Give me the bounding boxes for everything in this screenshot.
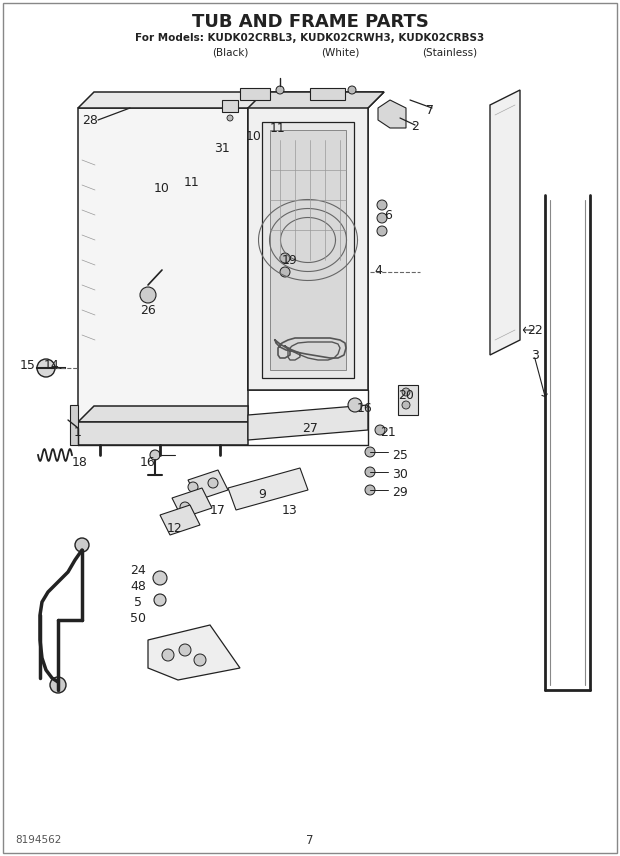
Circle shape — [348, 86, 356, 94]
Polygon shape — [240, 88, 270, 100]
Text: 25: 25 — [392, 449, 408, 461]
Circle shape — [365, 447, 375, 457]
Circle shape — [179, 644, 191, 656]
Text: (White): (White) — [321, 47, 359, 57]
Text: 20: 20 — [398, 389, 414, 401]
Circle shape — [402, 388, 410, 396]
Polygon shape — [148, 625, 240, 680]
Text: 6: 6 — [384, 209, 392, 222]
Circle shape — [377, 213, 387, 223]
Text: 16: 16 — [140, 455, 156, 468]
Text: 12: 12 — [167, 521, 183, 534]
Polygon shape — [490, 90, 520, 355]
Circle shape — [208, 478, 218, 488]
Text: 5: 5 — [134, 596, 142, 609]
Polygon shape — [78, 406, 248, 422]
Text: 26: 26 — [140, 304, 156, 317]
Text: 3: 3 — [531, 348, 539, 361]
Circle shape — [227, 115, 233, 121]
Circle shape — [377, 226, 387, 236]
Text: 27: 27 — [302, 421, 318, 435]
Text: (Stainless): (Stainless) — [422, 47, 477, 57]
Circle shape — [162, 649, 174, 661]
Text: 2: 2 — [411, 120, 419, 133]
Text: 15: 15 — [20, 359, 36, 372]
Text: 13: 13 — [282, 503, 298, 516]
Polygon shape — [398, 385, 418, 415]
Text: For Models: KUDK02CRBL3, KUDK02CRWH3, KUDK02CRBS3: For Models: KUDK02CRBL3, KUDK02CRWH3, KU… — [135, 33, 485, 43]
Polygon shape — [228, 468, 308, 510]
Circle shape — [188, 482, 198, 492]
Polygon shape — [248, 92, 384, 390]
Text: 50: 50 — [130, 611, 146, 625]
Text: 24: 24 — [130, 563, 146, 576]
Text: 30: 30 — [392, 467, 408, 480]
Text: 19: 19 — [282, 253, 298, 266]
Polygon shape — [248, 108, 368, 390]
Circle shape — [365, 485, 375, 495]
Circle shape — [140, 287, 156, 303]
Text: 1: 1 — [74, 425, 82, 438]
Text: 16: 16 — [357, 401, 373, 414]
Polygon shape — [270, 130, 346, 370]
Polygon shape — [310, 88, 345, 100]
Circle shape — [375, 425, 385, 435]
Text: 48: 48 — [130, 580, 146, 592]
Polygon shape — [248, 405, 368, 440]
Circle shape — [365, 467, 375, 477]
Polygon shape — [222, 100, 238, 112]
Circle shape — [37, 359, 55, 377]
Circle shape — [50, 677, 66, 693]
Polygon shape — [78, 422, 248, 445]
Text: 9: 9 — [258, 488, 266, 501]
Circle shape — [154, 594, 166, 606]
Circle shape — [348, 398, 362, 412]
Circle shape — [377, 200, 387, 210]
Polygon shape — [160, 505, 200, 535]
Text: 28: 28 — [82, 114, 98, 127]
Text: 10: 10 — [246, 129, 262, 142]
Polygon shape — [78, 108, 248, 422]
Polygon shape — [70, 405, 78, 445]
Circle shape — [75, 538, 89, 552]
Polygon shape — [378, 100, 406, 128]
Text: 8194562: 8194562 — [15, 835, 61, 845]
Text: 11: 11 — [270, 122, 286, 134]
Circle shape — [276, 86, 284, 94]
Circle shape — [194, 654, 206, 666]
Polygon shape — [172, 488, 212, 518]
Circle shape — [153, 571, 167, 585]
Polygon shape — [262, 122, 354, 378]
Text: 18: 18 — [72, 455, 88, 468]
Circle shape — [180, 502, 190, 512]
Text: (Black): (Black) — [212, 47, 248, 57]
Text: 11: 11 — [184, 175, 200, 188]
Text: 21: 21 — [380, 425, 396, 438]
Text: 22: 22 — [527, 324, 543, 336]
Circle shape — [402, 401, 410, 409]
Circle shape — [280, 253, 290, 263]
Text: 7: 7 — [306, 834, 314, 847]
Text: 29: 29 — [392, 485, 408, 498]
Polygon shape — [78, 92, 384, 108]
Text: 7: 7 — [426, 104, 434, 116]
Text: TUB AND FRAME PARTS: TUB AND FRAME PARTS — [192, 13, 428, 31]
Text: 4: 4 — [374, 264, 382, 276]
Text: 31: 31 — [214, 141, 230, 154]
Text: 10: 10 — [154, 181, 170, 194]
Circle shape — [280, 267, 290, 277]
Text: 14: 14 — [44, 359, 60, 372]
Polygon shape — [188, 470, 228, 500]
Circle shape — [150, 450, 160, 460]
Text: 17: 17 — [210, 503, 226, 516]
